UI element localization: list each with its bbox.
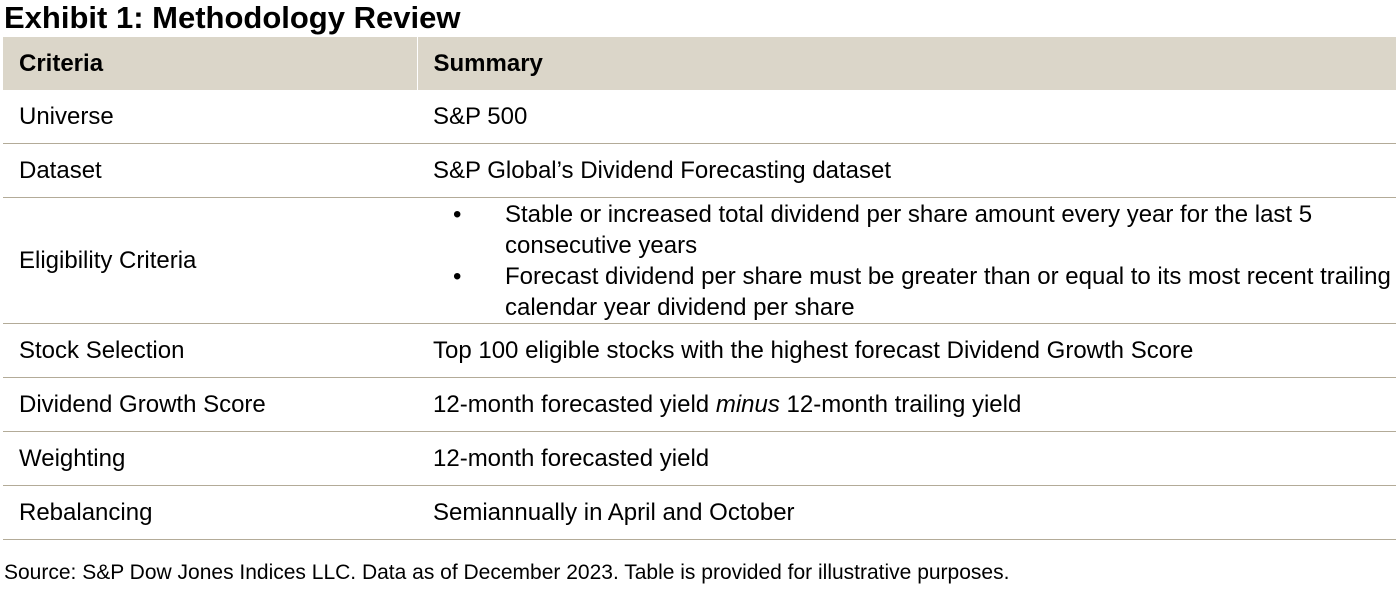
table-header-row: Criteria Summary (3, 37, 1396, 90)
criteria-cell: Weighting (3, 431, 417, 486)
criteria-cell: Eligibility Criteria (3, 197, 417, 324)
bullet-text: Forecast dividend per share must be grea… (505, 262, 1391, 321)
table-row-dividend-growth-score: Dividend Growth Score 12-month forecaste… (3, 377, 1396, 432)
table-row-dataset: Dataset S&P Global’s Dividend Forecastin… (3, 143, 1396, 198)
table-row-eligibility-criteria: Eligibility Criteria • Stable or increas… (3, 197, 1396, 324)
bullet-item: • Forecast dividend per share must be gr… (433, 261, 1396, 323)
summary-cell: S&P 500 (417, 90, 1396, 144)
summary-cell: 12-month forecasted yield (417, 431, 1396, 486)
criteria-cell: Dividend Growth Score (3, 377, 417, 432)
table-row-weighting: Weighting 12-month forecasted yield (3, 431, 1396, 486)
table-row-stock-selection: Stock Selection Top 100 eligible stocks … (3, 323, 1396, 378)
summary-text-after: 12-month trailing yield (779, 390, 1022, 418)
bullet-icon: • (453, 262, 462, 290)
column-header-criteria: Criteria (3, 37, 418, 90)
summary-text-before: 12-month forecasted yield (433, 390, 716, 418)
criteria-cell: Dataset (3, 143, 417, 198)
exhibit-title: Exhibit 1: Methodology Review (4, 0, 461, 35)
criteria-cell: Rebalancing (3, 485, 417, 540)
criteria-cell: Stock Selection (3, 323, 417, 378)
bullet-icon: • (453, 200, 462, 228)
column-header-summary: Summary (417, 37, 1396, 90)
summary-cell: S&P Global’s Dividend Forecasting datase… (417, 143, 1396, 198)
criteria-cell: Universe (3, 90, 417, 144)
eligibility-bullet-list: • Stable or increased total dividend per… (433, 199, 1396, 323)
summary-cell: • Stable or increased total dividend per… (417, 197, 1396, 324)
summary-emphasis: minus (715, 390, 780, 418)
summary-cell: 12-month forecasted yield minus 12-month… (417, 377, 1396, 432)
table-row-rebalancing: Rebalancing Semiannually in April and Oc… (3, 485, 1396, 540)
bullet-item: • Stable or increased total dividend per… (433, 199, 1396, 261)
table-row-universe: Universe S&P 500 (3, 90, 1396, 144)
summary-cell: Top 100 eligible stocks with the highest… (417, 323, 1396, 378)
source-note: Source: S&P Dow Jones Indices LLC. Data … (4, 561, 1010, 584)
bullet-text: Stable or increased total dividend per s… (505, 200, 1313, 259)
summary-cell: Semiannually in April and October (417, 485, 1396, 540)
methodology-table: Criteria Summary Universe S&P 500 Datase… (3, 37, 1396, 540)
